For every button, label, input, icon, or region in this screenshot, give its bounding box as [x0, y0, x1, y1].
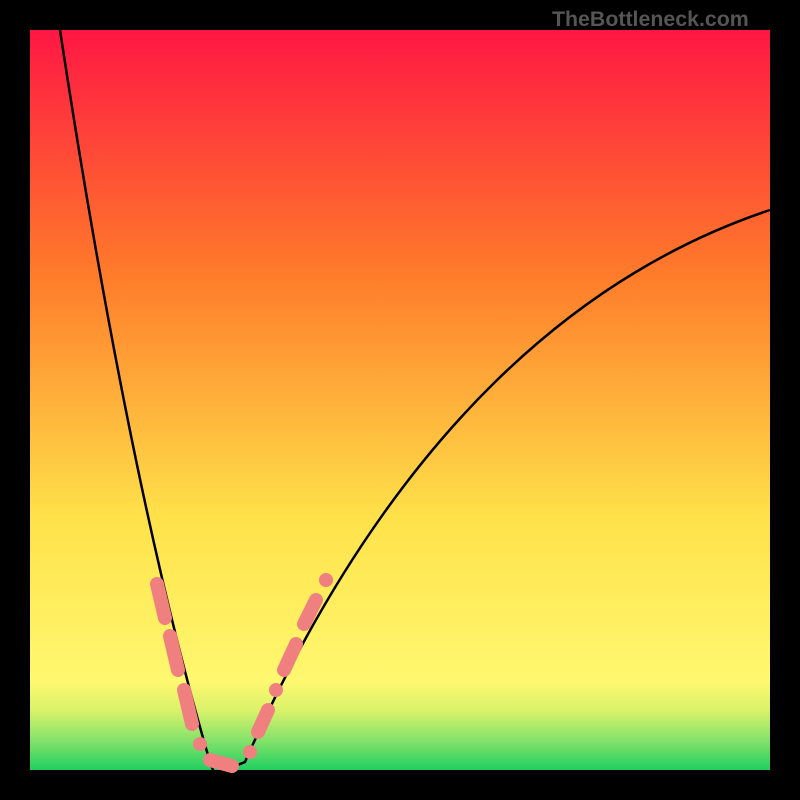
- marker-dot: [319, 573, 333, 587]
- marker-dot: [269, 683, 283, 697]
- marker-series: [157, 573, 333, 766]
- marker-capsule: [157, 584, 165, 618]
- marker-capsule: [258, 710, 268, 732]
- marker-dot: [243, 745, 257, 759]
- marker-capsule: [184, 690, 192, 724]
- marker-dot: [193, 737, 207, 751]
- chart-frame: TheBottleneck.com: [0, 0, 800, 800]
- marker-capsule: [304, 600, 316, 624]
- marker-capsule: [210, 760, 232, 766]
- marker-capsule: [170, 636, 178, 670]
- chart-svg-layer: [0, 0, 800, 800]
- marker-capsule: [284, 644, 296, 670]
- bottleneck-curve: [60, 30, 770, 777]
